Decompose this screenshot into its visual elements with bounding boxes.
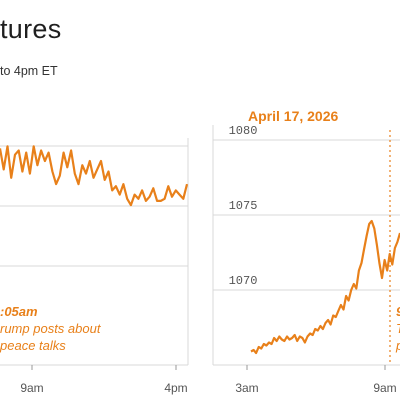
left-annotation: :05am rump posts about peace talks (0, 303, 100, 354)
page-title: tures (0, 14, 62, 44)
left-x-tick-label: 9am (20, 381, 43, 395)
left-x-tick-label: 4pm (164, 381, 187, 395)
right-y-tick-label: 1080 (229, 124, 258, 138)
left-chart-x-ticks: 9am 4pm (20, 365, 188, 395)
right-x-tick-label: 3am (235, 381, 258, 395)
right-chart-date: April 17, 2026 (248, 108, 339, 124)
right-chart-ticks: 1070 1075 1080 3am 9am (229, 124, 397, 395)
right-annotation: 9 T p (396, 303, 400, 354)
right-chart-grid (212, 125, 400, 366)
left-annotation-line-2: peace talks (0, 338, 66, 353)
left-annotation-time: :05am (0, 304, 38, 319)
right-annotation-line-1: T (396, 320, 400, 337)
left-annotation-line-1: rump posts about (0, 321, 101, 336)
left-chart-grid (0, 138, 189, 366)
right-y-tick-label: 1075 (229, 199, 258, 213)
price-lines (0, 145, 400, 355)
right-annotation-time: 9 (396, 303, 400, 320)
right-annotation-line-2: p (396, 337, 400, 354)
page-subtitle: to 4pm ET (0, 64, 58, 78)
right-x-tick-label: 9am (373, 381, 396, 395)
right-series-line (250, 219, 400, 355)
right-y-tick-label: 1070 (229, 274, 258, 288)
left-series-line (0, 145, 189, 207)
